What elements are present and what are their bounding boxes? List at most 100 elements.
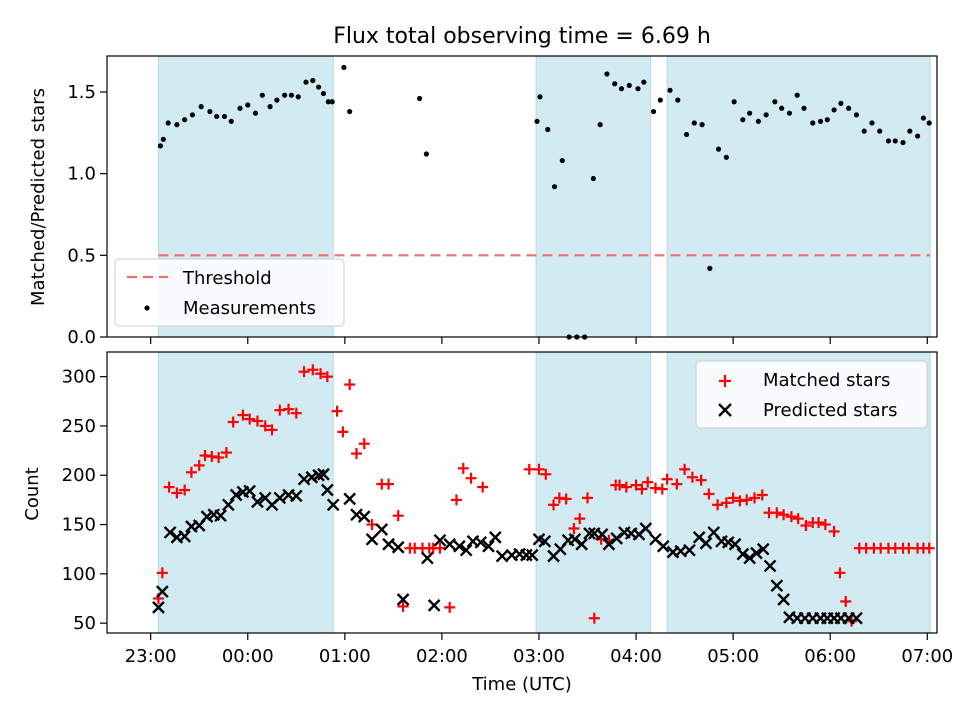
measurement-point xyxy=(551,184,558,190)
matched-star-point xyxy=(756,489,768,501)
matched-star-point xyxy=(523,463,535,475)
measurement-point xyxy=(824,117,830,123)
measurement-point xyxy=(618,86,625,92)
measurement-point xyxy=(817,118,824,124)
cross-stroke-b xyxy=(707,526,721,539)
top-measurements xyxy=(157,64,932,340)
x-tick-label: 23:00 xyxy=(125,646,177,667)
measurement-point xyxy=(237,105,243,111)
measurement-point xyxy=(723,154,729,160)
measurement-point xyxy=(801,105,807,111)
predicted-star-point xyxy=(350,508,363,522)
measurement-point xyxy=(303,79,309,85)
measurement-point xyxy=(763,112,769,118)
measurement-point xyxy=(160,136,166,142)
cross-stroke-b xyxy=(427,599,441,612)
predicted-star-point xyxy=(756,542,770,556)
matched-star-point xyxy=(350,448,362,460)
cross-stroke-b xyxy=(343,492,357,506)
measurement-point xyxy=(715,146,722,152)
cross-stroke-b xyxy=(770,579,784,593)
measurement-point xyxy=(626,82,632,89)
measurement-point xyxy=(907,128,913,134)
cross-stroke-b xyxy=(155,585,169,598)
cross-stroke-b xyxy=(317,467,330,481)
measurement-point xyxy=(885,138,892,144)
matched-star-point xyxy=(548,499,560,511)
measurement-point xyxy=(325,99,331,105)
matched-star-point xyxy=(397,600,409,612)
measurement-point xyxy=(779,105,785,111)
matched-legend-label: Matched stars xyxy=(763,370,890,391)
predicted-star-point xyxy=(575,537,589,551)
measurement-point xyxy=(892,138,898,144)
cross-stroke-b xyxy=(289,489,303,503)
measurement-point xyxy=(707,265,713,271)
x-tick-label: 01:00 xyxy=(319,646,371,667)
measurement-point xyxy=(926,120,932,126)
cross-stroke-b xyxy=(683,543,696,557)
cross-stroke-b xyxy=(152,601,165,614)
measurement-point xyxy=(347,108,353,115)
cross-stroke-b xyxy=(488,531,502,544)
cross-stroke-b xyxy=(699,536,713,550)
y-tick-label: 0.5 xyxy=(67,245,96,266)
matched-star-point xyxy=(582,492,594,504)
measurement-point xyxy=(320,90,327,97)
observing-window xyxy=(535,55,652,338)
predicted-star-point xyxy=(343,492,357,506)
matched-star-point xyxy=(720,497,732,509)
cross-stroke-b xyxy=(453,539,466,553)
cross-stroke-b xyxy=(602,537,616,551)
measurement-point xyxy=(604,71,610,77)
predicted-star-point xyxy=(396,593,410,606)
predicted-star-point xyxy=(520,548,533,562)
predicted-star-point xyxy=(610,531,623,545)
predicted-star-point xyxy=(770,579,784,593)
matched-star-point xyxy=(828,525,840,537)
measurement-point xyxy=(310,77,316,84)
matched-star-point xyxy=(785,511,797,523)
measurement-point xyxy=(182,117,188,123)
cross-stroke-b xyxy=(326,498,340,512)
matched-star-point xyxy=(620,481,632,493)
measurement-point xyxy=(597,122,603,128)
measurement-point xyxy=(282,92,288,98)
top-y-axis-label: Matched/Predicted stars xyxy=(28,88,49,306)
matched-star-point xyxy=(457,462,469,474)
predicted-star-point xyxy=(602,537,616,551)
measurement-point xyxy=(846,105,852,111)
measurement-point xyxy=(274,97,280,103)
measurement-point xyxy=(252,110,259,116)
predicted-star-point xyxy=(152,601,165,614)
measurement-point xyxy=(675,97,681,103)
matched-star-point xyxy=(741,494,753,506)
measurement-point xyxy=(731,99,737,105)
predicted-star-point xyxy=(750,546,763,560)
measurement-point xyxy=(559,157,565,164)
top-x-ticks xyxy=(150,337,928,344)
matched-star-point xyxy=(283,403,295,415)
bottom-legend: Matched stars Predicted stars xyxy=(695,360,928,429)
cross-stroke-b xyxy=(721,535,735,549)
measurement-point xyxy=(267,104,273,110)
matched-star-point xyxy=(163,481,175,493)
measurement-point xyxy=(423,151,429,157)
cross-stroke-b xyxy=(777,593,790,606)
bottom-y-axis-label: Count xyxy=(22,467,43,520)
matched-star-point xyxy=(344,379,356,391)
predicted-star-point xyxy=(850,611,863,625)
cross-stroke-b xyxy=(656,539,670,553)
measurement-point xyxy=(329,99,335,105)
predicted-star-point xyxy=(656,539,670,553)
matched-star-point xyxy=(771,507,783,519)
measurement-point xyxy=(259,92,265,98)
measurement-point xyxy=(794,92,800,98)
matched-star-point xyxy=(727,492,739,504)
measurement-point xyxy=(635,86,641,92)
y-tick-label: 100 xyxy=(62,564,96,585)
cross-stroke-b xyxy=(482,539,495,553)
predicted-star-point xyxy=(763,559,777,573)
cross-stroke-b xyxy=(321,483,334,497)
predicted-star-point xyxy=(728,537,742,551)
